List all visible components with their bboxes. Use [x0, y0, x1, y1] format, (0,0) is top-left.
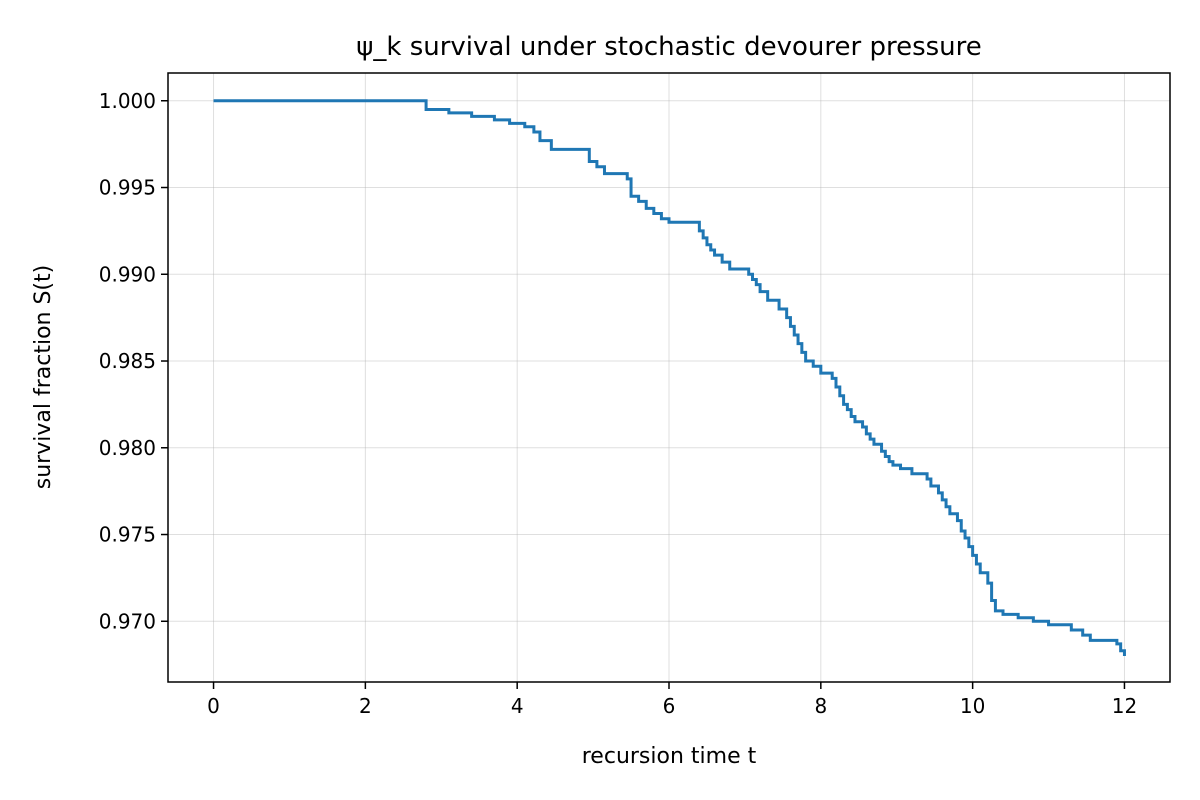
x-tick-label: 12: [1112, 694, 1137, 718]
grid: [168, 73, 1170, 682]
ticks: 0 2 4 6 8 10 12 0.970 0.975 0.980 0.985 0.990 0.995 1…: [99, 89, 1137, 718]
chart-title: ψ_k survival under stochastic devourer p…: [356, 32, 982, 62]
x-tick-label: 6: [663, 694, 676, 718]
series-layer: [213, 99, 1126, 656]
y-tick-label: 0.970: [99, 609, 156, 633]
y-tick-label: 0.990: [99, 262, 156, 286]
y-tick-label: 0.985: [99, 349, 156, 373]
y-tick-label: 0.995: [99, 176, 156, 200]
x-tick-label: 8: [814, 694, 827, 718]
y-axis-label: survival fraction S(t): [31, 265, 56, 489]
survival-series-line: [213, 99, 1126, 656]
y-tick-label: 0.980: [99, 436, 156, 460]
x-tick-label: 2: [359, 694, 372, 718]
y-tick-label: 1.000: [99, 89, 156, 113]
x-tick-label: 4: [511, 694, 524, 718]
x-axis-label: recursion time t: [582, 744, 757, 769]
x-tick-label: 0: [207, 694, 220, 718]
x-tick-label: 10: [960, 694, 985, 718]
y-tick-label: 0.975: [99, 523, 156, 547]
